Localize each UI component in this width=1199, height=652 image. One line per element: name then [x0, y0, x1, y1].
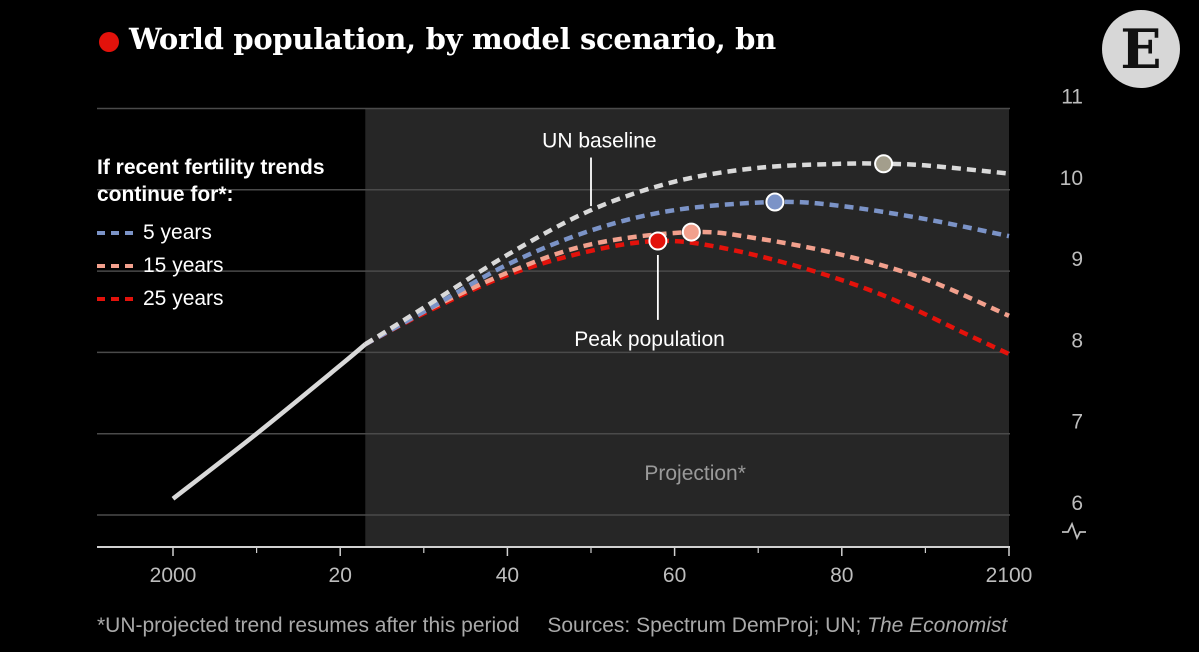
title-red-dot: [99, 32, 119, 52]
legend-item-5-years: 5 years: [97, 216, 327, 249]
legend-label-15-years: 15 years: [143, 253, 224, 277]
legend-item-25-years: 25 years: [97, 282, 327, 315]
y-tick-label-8: 8: [1071, 329, 1083, 352]
x-tick-label-2000: 2000: [150, 564, 197, 587]
projection-band: [365, 108, 1009, 547]
peak-marker-25-years: [648, 231, 668, 251]
legend-label-5-years: 5 years: [143, 220, 212, 244]
legend-swatch-25-years: [97, 296, 133, 301]
chart-title: World population, by model scenario, bn: [129, 22, 776, 56]
annotation-un-baseline: UN baseline: [542, 130, 656, 153]
footnote-line: *UN-projected trend resumes after this p…: [97, 614, 1007, 638]
peak-marker-5-years: [765, 192, 785, 212]
projection-label: Projection*: [644, 462, 746, 485]
x-tick-label-2080: 80: [830, 564, 853, 587]
sources-prefix: Sources: Spectrum DemProj; UN;: [547, 614, 868, 637]
legend-label-25-years: 25 years: [143, 286, 224, 310]
y-tick-label-6: 6: [1071, 492, 1083, 515]
sources-italic: The Economist: [867, 614, 1008, 637]
annotation-peak-population: Peak population: [574, 328, 725, 351]
y-tick-label-11: 11: [1061, 86, 1083, 109]
peak-marker-15-years: [681, 222, 701, 242]
legend-item-15-years: 15 years: [97, 249, 327, 282]
x-tick-label-2020: 20: [329, 564, 352, 587]
series-line-un-baseline: [364, 161, 1010, 347]
legend-title: If recent fertility trends continue for*…: [97, 156, 325, 206]
peak-marker-un-baseline: [874, 154, 894, 174]
y-tick-label-7: 7: [1071, 411, 1083, 434]
x-tick-label-2060: 60: [663, 564, 686, 587]
legend-swatch-15-years: [97, 263, 133, 268]
y-tick-label-9: 9: [1071, 248, 1083, 271]
series-line-historic: [171, 342, 367, 501]
economist-logo: E: [1102, 10, 1180, 88]
sources: Sources: Spectrum DemProj; UN; The Econo…: [547, 614, 1007, 637]
y-axis-break-icon: [1062, 521, 1086, 541]
x-tick-label-2100: 2100: [986, 564, 1033, 587]
footnote: *UN-projected trend resumes after this p…: [97, 614, 520, 637]
x-tick-label-2040: 40: [496, 564, 519, 587]
legend-swatch-5-years: [97, 230, 133, 235]
y-tick-label-10: 10: [1060, 167, 1083, 190]
legend: If recent fertility trends continue for*…: [97, 154, 327, 315]
